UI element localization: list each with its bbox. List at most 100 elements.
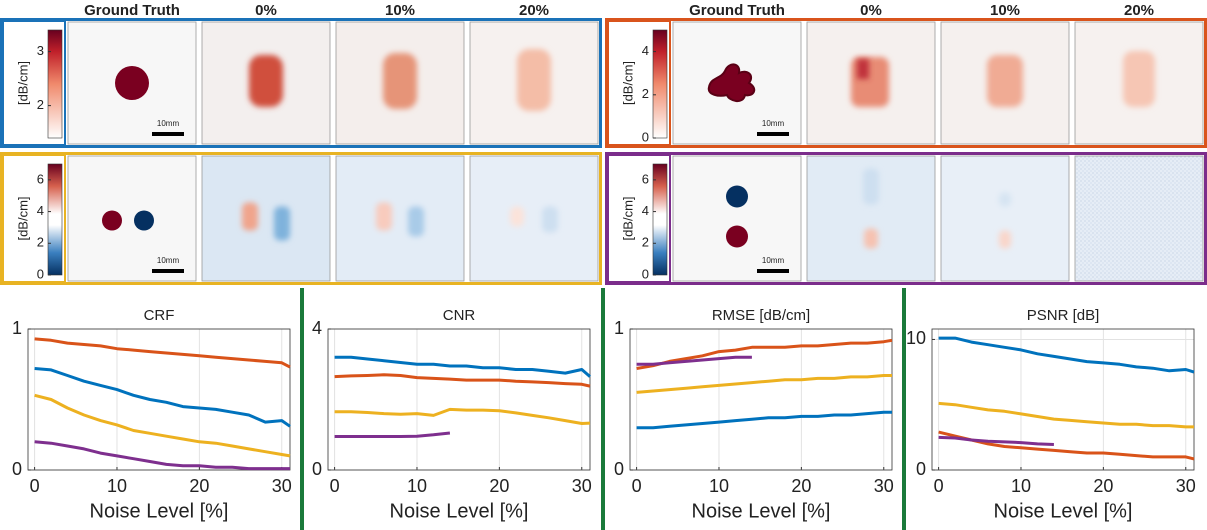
tile-content xyxy=(707,63,756,102)
y-tick-label: 0 xyxy=(12,459,22,479)
tile-content xyxy=(1123,51,1155,107)
colorbar-tick-label: 6 xyxy=(642,171,649,186)
colorbar-tick-label: 0 xyxy=(37,266,44,281)
series-line xyxy=(636,355,752,366)
x-tick-label: 20 xyxy=(189,476,209,496)
x-tick-label: 10 xyxy=(709,476,729,496)
x-tick-label: 30 xyxy=(874,476,894,496)
image-tile xyxy=(469,155,599,282)
y-tick-label: 4 xyxy=(312,318,322,338)
y-tick-label: 0 xyxy=(312,459,322,479)
column-header: Ground Truth xyxy=(84,2,180,19)
chart-title: CNR xyxy=(443,307,476,324)
x-axis-label: Noise Level [%] xyxy=(692,500,831,522)
recon-blob xyxy=(851,57,889,107)
x-tick-label: 30 xyxy=(1176,476,1196,496)
colorbar-tick-label: 4 xyxy=(642,203,649,218)
x-tick-label: 0 xyxy=(934,476,944,496)
x-tick-label: 10 xyxy=(1011,476,1031,496)
recon-blob xyxy=(376,202,392,231)
column-header: Ground Truth xyxy=(689,2,785,19)
recon-blob xyxy=(987,55,1023,107)
chart-title: PSNR [dB] xyxy=(1027,307,1100,324)
inclusion xyxy=(115,66,149,100)
colorbar-label: [dB/cm] xyxy=(620,196,635,240)
colorbar-tick-label: 3 xyxy=(37,43,44,58)
tile-content xyxy=(999,192,1011,249)
colorbar xyxy=(652,29,668,139)
series-line xyxy=(334,373,591,388)
inclusion xyxy=(726,225,748,248)
chart-title: RMSE [dB/cm] xyxy=(712,307,810,324)
series-line xyxy=(34,367,291,428)
tile-content xyxy=(376,202,424,237)
colorbar-tick-label: 0 xyxy=(642,266,649,281)
recon-blob xyxy=(408,206,424,237)
series-line xyxy=(938,435,1054,446)
tile-content xyxy=(510,206,558,233)
x-tick-label: 30 xyxy=(272,476,292,496)
image-tile xyxy=(469,21,599,145)
image-panel: 0 2 4 6 [dB/cm] 10mm xyxy=(0,152,602,285)
tile-content xyxy=(863,168,879,249)
scale-bar-label: 10mm xyxy=(762,119,785,128)
recon-blob xyxy=(999,192,1011,207)
scale-bar-label: 10mm xyxy=(157,256,180,265)
y-tick-label: 0 xyxy=(916,459,926,479)
series-line xyxy=(334,407,591,425)
image-tile xyxy=(672,155,802,282)
x-tick-label: 0 xyxy=(30,476,40,496)
y-tick-label: 0 xyxy=(614,459,624,479)
series-line xyxy=(636,374,892,394)
tile-content xyxy=(249,55,283,107)
colorbar-tick-label: 2 xyxy=(37,235,44,250)
column-header: 10% xyxy=(990,2,1020,19)
series-line xyxy=(334,431,451,438)
inclusion xyxy=(134,210,154,231)
x-tick-label: 10 xyxy=(407,476,427,496)
tile-content xyxy=(517,49,551,111)
axes-box xyxy=(629,328,893,471)
recon-blob xyxy=(542,206,558,233)
x-axis-label: Noise Level [%] xyxy=(994,500,1133,522)
tile-content xyxy=(987,55,1023,107)
recon-blob xyxy=(249,55,283,107)
axes-box xyxy=(327,328,591,471)
colorbar-tick-label: 0 xyxy=(642,129,649,144)
tile-content xyxy=(726,185,748,248)
series-line xyxy=(34,337,291,369)
y-tick-label: 10 xyxy=(906,328,926,348)
image-tile xyxy=(67,155,197,282)
series-line xyxy=(34,440,290,471)
colorbar xyxy=(652,163,668,276)
x-tick-label: 10 xyxy=(107,476,127,496)
image-tile xyxy=(1074,155,1204,282)
axes-box xyxy=(931,328,1195,471)
image-panel: 2 3 [dB/cm] Ground Truth 10mm 0% 10% 20% xyxy=(0,2,602,148)
scale-bar-label: 10mm xyxy=(762,256,785,265)
image-tile xyxy=(335,155,465,282)
colorbar-label: [dB/cm] xyxy=(15,196,30,240)
column-header: 0% xyxy=(255,2,277,19)
recon-blob xyxy=(1123,51,1155,107)
colorbar-label: [dB/cm] xyxy=(620,61,635,105)
tile-content xyxy=(102,210,154,231)
column-header: 20% xyxy=(519,2,549,19)
recon-blob xyxy=(999,230,1011,249)
series-line xyxy=(636,338,893,370)
x-tick-label: 0 xyxy=(632,476,642,496)
colorbar-label: [dB/cm] xyxy=(15,61,30,105)
column-header: 20% xyxy=(1124,2,1154,19)
recon-blob xyxy=(863,168,879,205)
colorbar-tick-label: 2 xyxy=(642,235,649,250)
chart-title: CRF xyxy=(144,307,175,324)
tile-content xyxy=(242,202,290,241)
x-tick-label: 0 xyxy=(330,476,340,496)
y-tick-label: 1 xyxy=(614,318,624,338)
axes-box xyxy=(27,328,291,471)
tile-content xyxy=(115,66,149,100)
series-line xyxy=(938,401,1194,429)
series-line xyxy=(636,410,892,430)
series-line xyxy=(938,430,1195,461)
x-tick-label: 30 xyxy=(572,476,592,496)
